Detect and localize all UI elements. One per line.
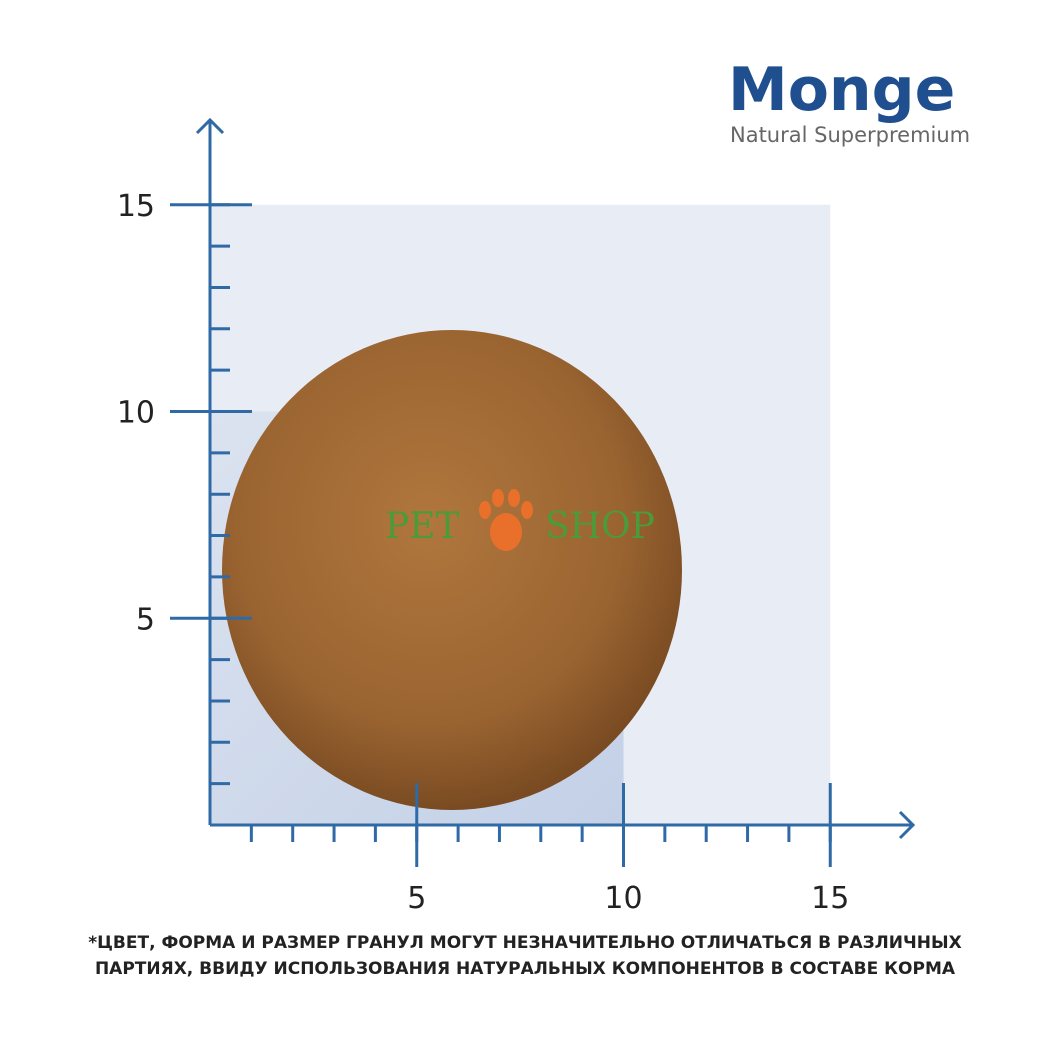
watermark-right: SHOP bbox=[545, 506, 655, 547]
axes: 5 10 15 5 10 15 bbox=[117, 117, 916, 916]
watermark: PET SHOP bbox=[385, 489, 655, 551]
footnote-line: *ЦВЕТ, ФОРМА И РАЗМЕР ГРАНУЛ МОГУТ НЕЗНА… bbox=[88, 933, 961, 953]
kibble bbox=[222, 330, 682, 810]
y-tick-label: 10 bbox=[117, 396, 155, 431]
y-tick-label: 5 bbox=[136, 602, 155, 637]
y-tick-label: 15 bbox=[117, 189, 155, 224]
tagline: Natural Superpremium bbox=[730, 123, 970, 147]
x-tick-label: 5 bbox=[407, 881, 426, 916]
paw-icon bbox=[479, 489, 533, 551]
footnote-line: ПАРТИЯХ, ВВИДУ ИСПОЛЬЗОВАНИЯ НАТУРАЛЬНЫХ… bbox=[95, 959, 956, 979]
watermark-left: PET bbox=[385, 506, 460, 547]
x-tick-label: 10 bbox=[604, 881, 642, 916]
y-arrow bbox=[195, 117, 225, 135]
brand-logo: Monge bbox=[728, 55, 955, 125]
x-arrow bbox=[898, 810, 916, 840]
x-tick-label: 15 bbox=[811, 881, 849, 916]
